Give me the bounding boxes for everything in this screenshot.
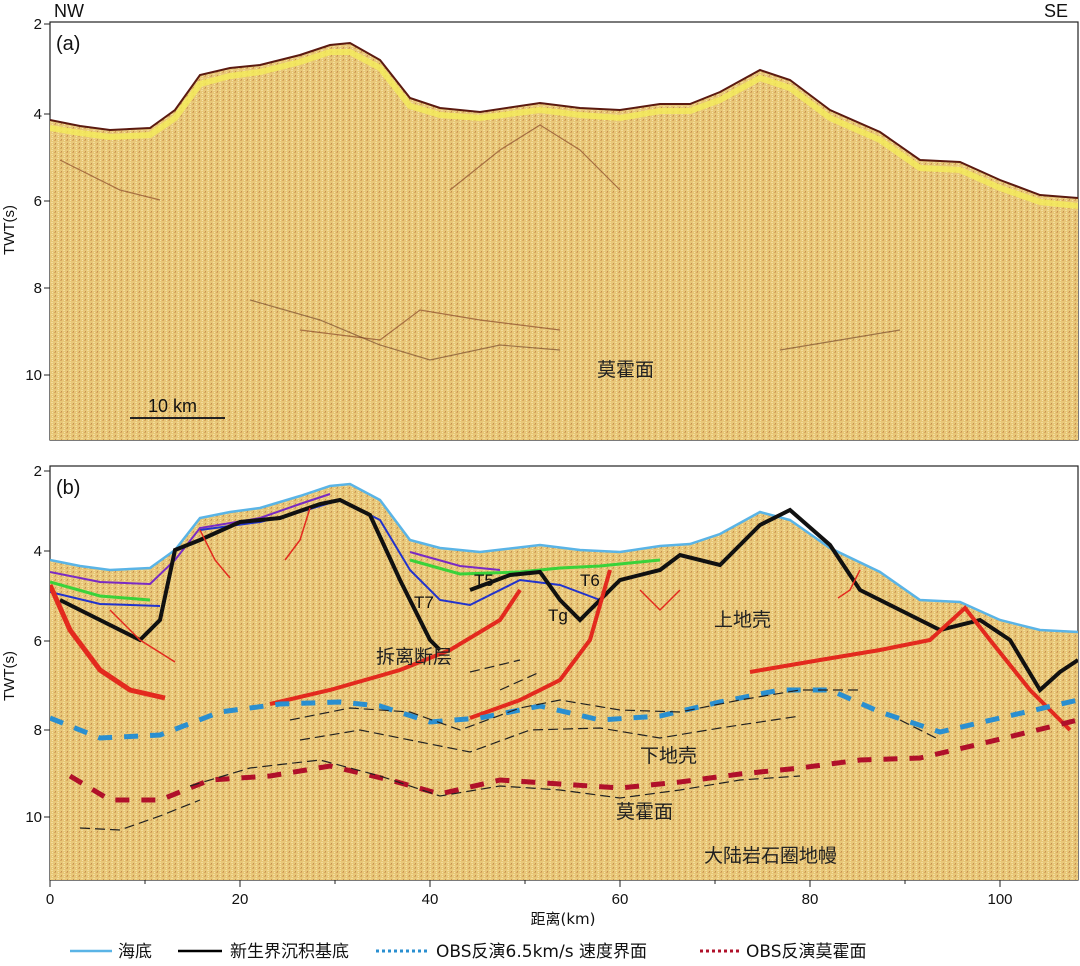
- horizon-label-t6: T6: [580, 571, 600, 590]
- detachment-fault-3: [469, 569, 612, 720]
- panel-a-y-tick: 4: [34, 106, 42, 123]
- panel-a-y-axis-label: TWT(s): [1, 205, 18, 255]
- detachment-fault-label: 拆离断层: [376, 646, 452, 668]
- legend-label-obs65: OBS反演6.5km/s 速度界面: [436, 942, 647, 961]
- moho-label: 莫霍面: [616, 801, 673, 823]
- basement-line: [59, 497, 1078, 694]
- panel-a-moho-reflector: [249, 299, 901, 361]
- horizon-label-tg: Tg: [548, 606, 568, 625]
- orientation-right: SE: [1044, 1, 1068, 21]
- horizon-label-t7: T7: [414, 593, 434, 612]
- minor-faults: [109, 507, 861, 663]
- legend-label-seafloor: 海底: [118, 942, 152, 961]
- panel-b: (b) 2 4 6 8 10 TWT(s) T7 T5 T6 Tg 拆离断层 上…: [1, 463, 1079, 881]
- panel-a-y-tick: 2: [34, 16, 42, 33]
- x-axis-label: 距离(km): [530, 910, 595, 928]
- detachment-fault-4: [749, 605, 1072, 732]
- detachment-fault-2: [269, 588, 522, 706]
- seafloor-line: [50, 482, 1078, 634]
- lower-crust-label: 下地壳: [640, 745, 697, 767]
- detachment-fault-1: [50, 583, 166, 701]
- panel-b-seismic-section: [50, 484, 1078, 880]
- orientation-left: NW: [54, 1, 84, 21]
- panel-a-moho-label: 莫霍面: [597, 359, 654, 381]
- panel-a-y-tick: 6: [34, 193, 42, 210]
- panel-a-deep-reflector-1: [59, 124, 621, 341]
- panel-a-y-tick: 10: [25, 367, 42, 384]
- panel-a-seafloor-reflector: [50, 41, 1078, 199]
- panel-b-y-tick: 2: [34, 463, 42, 480]
- panel-b-tag: (b): [56, 477, 80, 499]
- horizon-label-t5: T5: [474, 571, 494, 590]
- panel-b-y-tick: 4: [34, 543, 42, 560]
- legend-label-basement: 新生界沉积基底: [230, 942, 349, 961]
- panel-b-y-axis-label: TWT(s): [1, 651, 18, 701]
- reflector-picks: [79, 659, 941, 831]
- legend: 海底 新生界沉积基底 OBS反演6.5km/s 速度界面 OBS反演莫霍面: [70, 942, 867, 962]
- panel-a-y-tick: 8: [34, 280, 42, 297]
- x-axis: 0 20 40 60 80 100 距离(km): [46, 880, 1013, 928]
- legend-label-obs-moho: OBS反演莫霍面: [746, 942, 867, 961]
- obs-velocity-interface: [50, 687, 1078, 741]
- panel-b-y-tick: 10: [25, 809, 42, 826]
- obs-moho-line: [68, 717, 1078, 803]
- panel-a-sediment-band: [50, 49, 1078, 209]
- scale-bar-label: 10 km: [148, 396, 197, 416]
- panel-b-y-ticks: 2 4 6 8 10: [25, 463, 42, 826]
- panel-b-y-tick: 8: [34, 722, 42, 739]
- panel-a-y-ticks: 2 4 6 8 10: [25, 16, 42, 384]
- panel-a-tag: (a): [56, 33, 80, 55]
- x-tick: 40: [422, 891, 439, 908]
- panel-a: NW SE (a) 2 4 6 8 10 TWT(s) 10 km 莫霍面: [1, 1, 1079, 441]
- panel-b-y-tick: 6: [34, 633, 42, 650]
- x-tick: 0: [46, 891, 54, 908]
- x-tick: 20: [232, 891, 249, 908]
- x-tick: 100: [987, 891, 1012, 908]
- x-tick: 80: [802, 891, 819, 908]
- upper-crust-label: 上地壳: [714, 609, 771, 631]
- x-tick: 60: [612, 891, 629, 908]
- panel-a-seismic-section: [50, 43, 1078, 440]
- mantle-label: 大陆岩石圈地幔: [704, 845, 837, 867]
